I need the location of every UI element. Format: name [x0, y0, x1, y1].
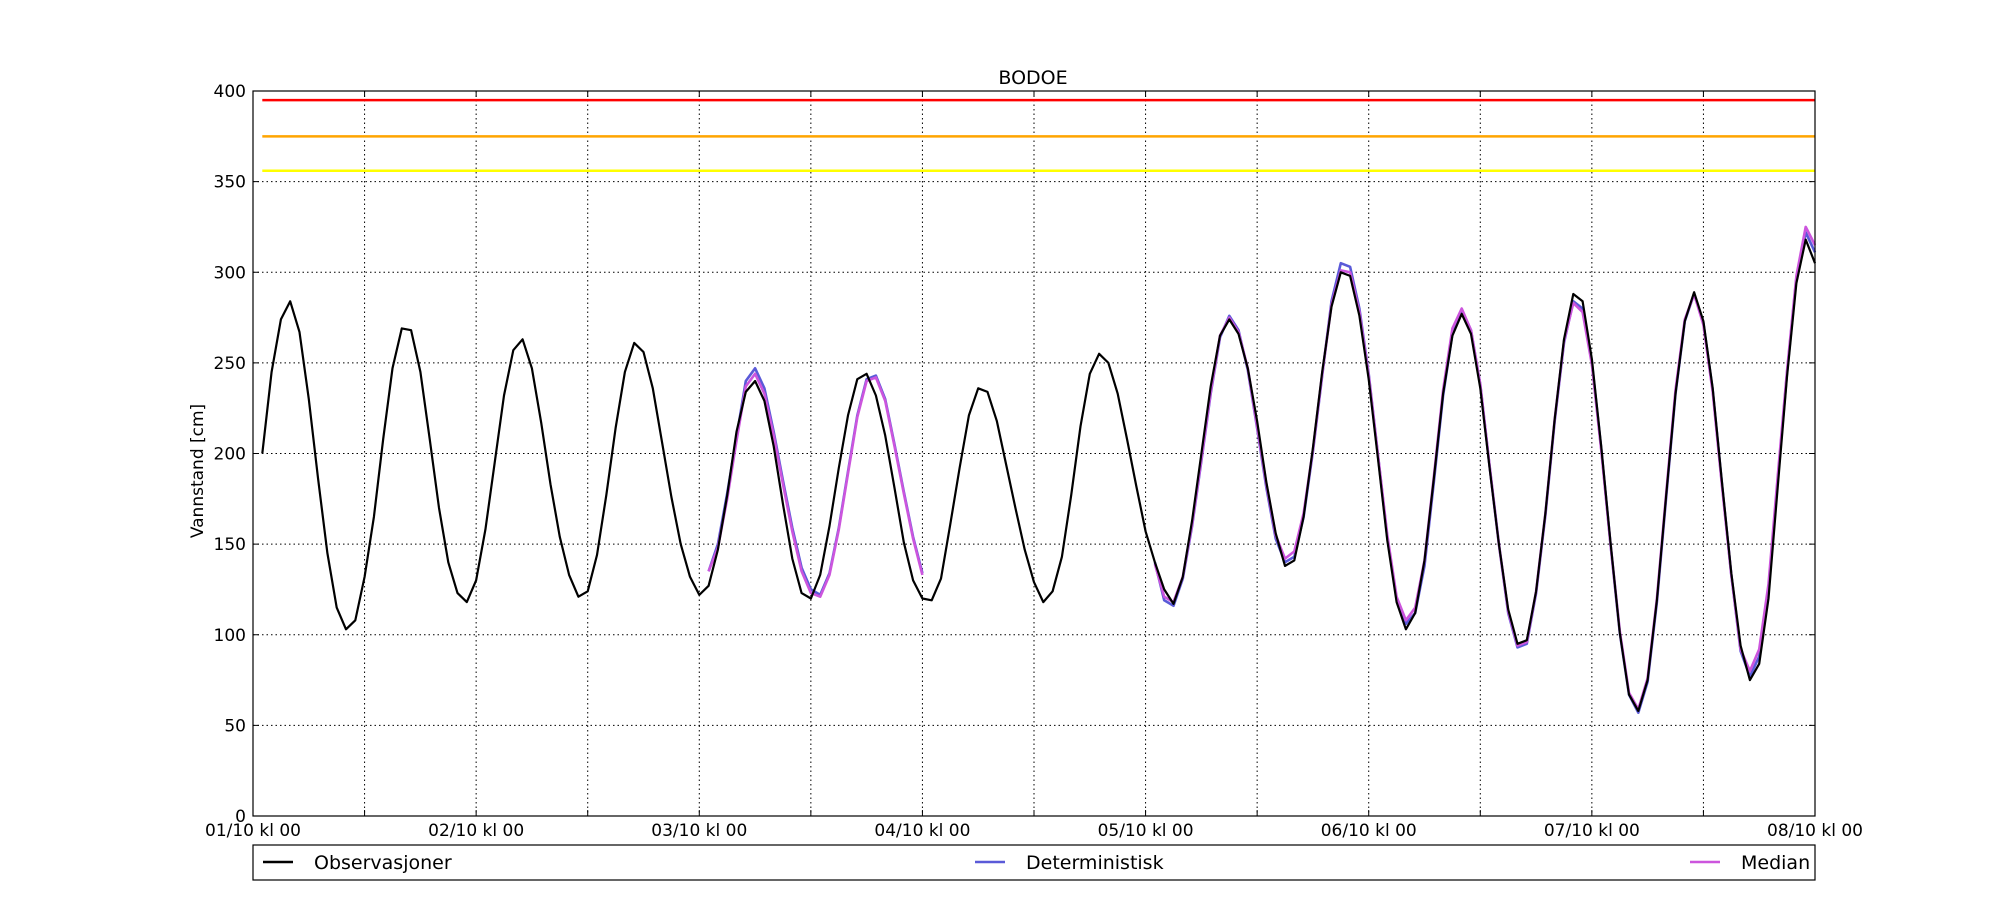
y-tick-label: 150 [214, 535, 246, 555]
legend-label-deterministisk: Deterministisk [1026, 852, 1164, 874]
series-line-deterministisk [1153, 231, 1817, 715]
axis-ticks: 0 50 100 150 200 250 300 350 400 01/10 kl 00 02/10… [205, 82, 1863, 841]
legend: Observasjoner Deterministisk Median [252, 844, 1816, 881]
y-tick-label: 50 [224, 716, 246, 736]
y-tick-label: 200 [214, 445, 246, 465]
series-line-median [1153, 225, 1817, 711]
series-line-deterministisk [707, 366, 924, 597]
grid-layer [253, 91, 1815, 816]
series-line-observasjoner [261, 238, 1817, 713]
y-tick-label: 100 [214, 626, 246, 646]
y-tick-label: 350 [214, 173, 246, 193]
x-tick-label: 04/10 kl 00 [874, 821, 970, 841]
x-tick-label: 05/10 kl 00 [1098, 821, 1194, 841]
legend-label-median: Median [1741, 852, 1810, 874]
y-tick-label: 250 [214, 354, 246, 374]
legend-box [252, 844, 1816, 881]
y-tick-label: 0 [235, 807, 246, 827]
y-axis-label: Vannstand [cm] [188, 404, 208, 538]
x-tick-label: 06/10 kl 00 [1321, 821, 1417, 841]
y-tick-label: 400 [214, 82, 246, 102]
x-tick-label: 03/10 kl 00 [651, 821, 747, 841]
chart-title: BODOE [998, 67, 1067, 89]
series-lines [261, 225, 1817, 715]
x-tick-label: 02/10 kl 00 [428, 821, 524, 841]
threshold-lines [262, 98, 1815, 172]
x-tick-label: 01/10 kl 00 [205, 821, 301, 841]
legend-label-observasjoner: Observasjoner [314, 852, 452, 874]
x-tick-label: 07/10 kl 00 [1544, 821, 1640, 841]
y-tick-label: 300 [214, 263, 246, 283]
x-tick-label: 08/10 kl 00 [1767, 821, 1863, 841]
